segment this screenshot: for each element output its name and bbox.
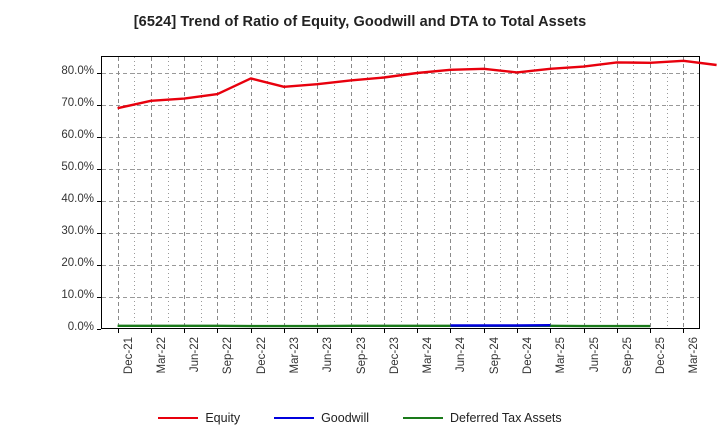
legend-line-icon xyxy=(274,417,315,419)
x-axis-tick-label: Mar-24 xyxy=(422,337,435,374)
legend-label: Goodwill xyxy=(321,411,370,425)
x-axis-tick-label: Sep-25 xyxy=(621,337,634,375)
y-axis-tick-label: 70.0% xyxy=(61,97,94,109)
x-axis-tick-label: Jun-23 xyxy=(322,337,335,373)
x-axis-tick-label: Mar-22 xyxy=(155,337,168,374)
x-axis-tick-label: Mar-25 xyxy=(555,337,568,374)
gridlines xyxy=(102,57,699,328)
legend-item[interactable]: Goodwill xyxy=(274,411,369,425)
x-axis-tick-label: Dec-23 xyxy=(388,337,401,375)
legend-label: Equity xyxy=(205,411,241,425)
axis-ticks xyxy=(97,73,684,333)
y-axis-tick-label: 10.0% xyxy=(61,289,94,301)
x-axis-tick-label: Mar-23 xyxy=(289,337,302,374)
legend-item[interactable]: Equity xyxy=(158,411,240,425)
y-axis-tick-label: 30.0% xyxy=(61,225,94,237)
chart-legend: Equity Goodwill Deferred Tax Assets xyxy=(0,404,720,432)
chart-title: [6524] Trend of Ratio of Equity, Goodwil… xyxy=(133,14,587,30)
y-axis-labels: 0.0% 10.0% 20.0% 30.0% 40.0% 50.0% 60.0% 70.0% 8… xyxy=(32,0,94,440)
x-axis-tick-label: Dec-24 xyxy=(521,337,534,375)
y-axis-tick-label: 60.0% xyxy=(61,129,94,141)
y-axis-tick-label: 40.0% xyxy=(61,193,94,205)
x-axis-labels: Dec-21 Mar-22 Jun-22 Sep-22 Dec-22 Mar-23 Jun-… xyxy=(0,337,720,407)
x-axis-tick-label: Mar-26 xyxy=(688,337,701,374)
x-axis-tick-label: Sep-23 xyxy=(355,337,368,375)
x-axis-tick-label: Sep-24 xyxy=(488,337,501,375)
x-axis-tick-label: Jun-24 xyxy=(455,337,468,373)
x-axis-tick-label: Jun-25 xyxy=(588,337,601,373)
y-axis-tick-label: 20.0% xyxy=(61,257,94,269)
legend-label: Deferred Tax Assets xyxy=(450,411,562,425)
x-axis-tick-label: Dec-21 xyxy=(122,337,135,375)
y-axis-tick-label: 50.0% xyxy=(61,161,94,173)
y-axis-tick-label: 80.0% xyxy=(61,65,94,77)
x-axis-tick-label: Sep-22 xyxy=(222,337,235,375)
legend-line-icon xyxy=(158,417,199,419)
x-axis-tick-label: Dec-22 xyxy=(255,337,268,375)
y-axis-tick-label: 0.0% xyxy=(67,321,94,333)
x-axis-tick-label: Jun-22 xyxy=(189,337,202,373)
legend-item[interactable]: Deferred Tax Assets xyxy=(403,411,562,425)
legend-line-icon xyxy=(403,417,444,419)
data-series xyxy=(117,59,717,328)
x-axis-tick-label: Dec-25 xyxy=(655,337,668,375)
